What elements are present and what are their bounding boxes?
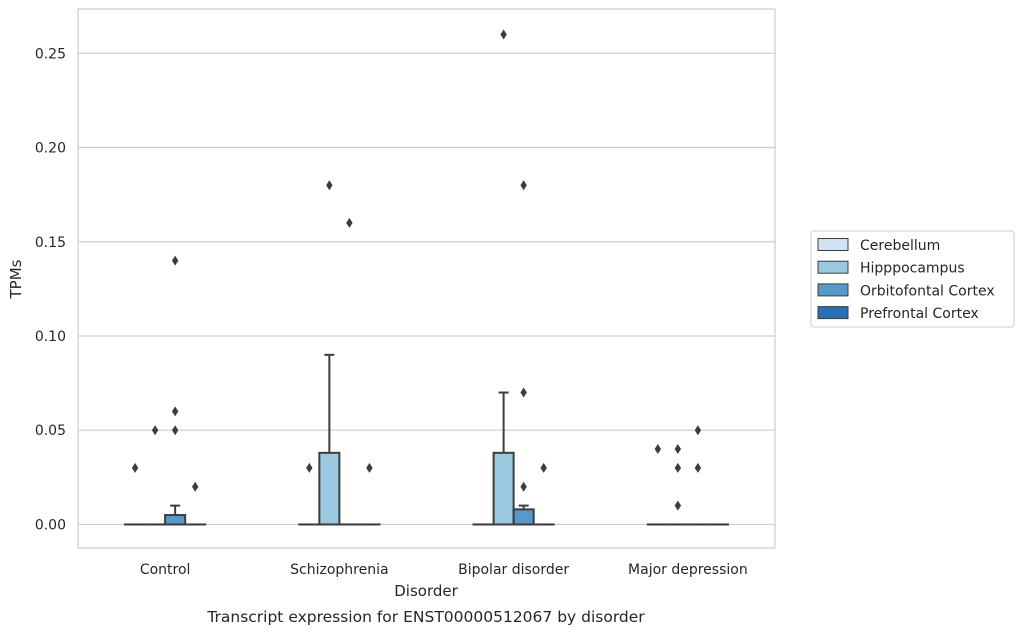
box-prefrontal-cortex [358,462,381,526]
legend-swatch [817,306,849,320]
box-cerebellum [124,462,147,526]
outlier-point [674,462,682,473]
outlier-point [694,462,702,473]
outlier-point [674,444,682,455]
x-axis-label: Disorder [394,582,458,600]
box-orbitofontal-cortex [164,255,187,526]
y-tick-label: 0.10 [35,329,66,345]
outlier-point [191,481,199,492]
legend-label: Cerebellum [860,238,940,254]
legend-label: Orbitofontal Cortex [860,283,995,299]
outlier-point [520,481,527,492]
box-body [318,451,341,526]
plot-area-frame [77,8,776,549]
x-tick-label: Schizophrenia [290,562,388,578]
box-hipppocampus [666,444,689,526]
box-orbitofontal-cortex [686,425,709,526]
outlier-point [171,255,179,266]
box-cerebellum [646,444,669,526]
outlier-point [520,180,527,191]
y-tick-label: 0.25 [35,46,66,62]
legend-items: Cerebellum Hipppocampus Orbitofontal Corte… [817,238,995,322]
outlier-point [326,180,333,191]
chart-caption: Transcript expression for ENST0000051206… [206,608,645,626]
legend: Cerebellum Hipppocampus Orbitofontal Corte… [810,230,1015,328]
y-tick-label: 0.05 [35,423,66,439]
outlier-point [171,406,179,417]
box-orbitofontal-cortex [338,217,361,526]
box-body [512,508,535,526]
outlier-point [540,462,547,473]
box-hipppocampus [318,180,341,526]
legend-swatch [817,260,849,274]
y-tick-label: 0.20 [35,141,66,157]
box-hipppocampus [144,425,167,526]
legend-swatch [817,238,849,251]
y-axis-ticks: 0.00 0.05 0.10 0.15 0.20 0.25 [35,46,66,533]
box-cerebellum [298,462,321,526]
outlier-point [520,387,527,398]
box-marks [124,29,729,526]
box-body [492,451,515,526]
outlier-point [171,425,179,436]
outlier-point [306,462,313,473]
outlier-point [654,444,662,455]
legend-swatch [817,283,849,297]
x-axis-ticks: Control Schizophrenia Bipolar disorder Majo… [140,562,748,578]
legend-label: Hipppocampus [860,261,965,277]
outlier-point [346,217,353,228]
outlier-point [151,425,159,436]
y-tick-label: 0.15 [35,235,66,251]
x-tick-label: Major depression [628,562,748,578]
box-prefrontal-cortex [532,462,555,526]
box-orbitofontal-cortex [512,180,535,526]
outlier-point [694,425,702,436]
gridlines [78,52,775,526]
outlier-point [366,462,373,473]
legend-label: Prefrontal Cortex [860,306,979,322]
box-prefrontal-cortex [184,481,207,526]
outlier-point [131,462,139,473]
x-tick-label: Control [140,562,191,578]
legend-frame [810,230,1015,328]
x-tick-label: Bipolar disorder [458,562,569,578]
outlier-point [500,29,507,40]
box-hipppocampus [492,29,515,526]
y-tick-label: 0.00 [35,517,66,533]
outlier-point [674,500,682,511]
y-axis-label: TPMs [7,259,25,299]
box-body [164,514,187,526]
